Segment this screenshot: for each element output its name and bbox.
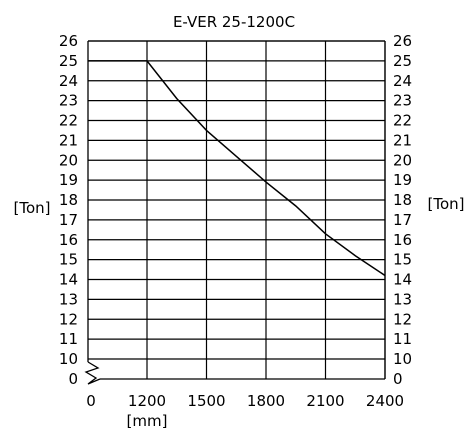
y-tick-label-left: 17 (59, 211, 78, 229)
x-tick-label: 1200 (128, 392, 166, 410)
y-tick-label-right: 19 (393, 171, 412, 189)
y-axis-label-left: [Ton] (13, 199, 50, 217)
y-tick-label-left: 13 (59, 290, 78, 308)
x-tick-label: 2400 (366, 392, 404, 410)
y-tick-label-right: 23 (393, 92, 412, 110)
x-axis-label: [mm] (127, 412, 168, 430)
x-tick-label: 1500 (187, 392, 225, 410)
x-tick-labels: 0 1200 1500 1800 2100 2400 (86, 392, 404, 410)
y-tick-label-right: 22 (393, 112, 412, 130)
x-tick-label: 0 (86, 392, 96, 410)
y-tick-label-left: 21 (59, 131, 78, 149)
y-tick-label-left: 16 (59, 231, 78, 249)
y-tick-label-right: 17 (393, 211, 412, 229)
y-tick-label-right: 21 (393, 131, 412, 149)
y-tick-label-left: 25 (59, 52, 78, 70)
y-tick-label-right: 25 (393, 52, 412, 70)
x-tick-label: 2100 (306, 392, 344, 410)
y-tick-label-left: 23 (59, 92, 78, 110)
y-tick-label-left: 10 (59, 350, 78, 368)
axes (87, 40, 386, 380)
y-tick-label-left: 11 (59, 330, 78, 348)
y-tick-label-left: 20 (59, 151, 78, 169)
y-tick-label-right: 15 (393, 251, 412, 269)
y-tick-label-left: 15 (59, 251, 78, 269)
y-tick-label-left: 12 (59, 310, 78, 328)
y-tick-label-right: 26 (393, 32, 412, 50)
grid (88, 40, 386, 379)
series (88, 60, 386, 277)
y-tick-label-left: 19 (59, 171, 78, 189)
x-tick-label: 1800 (247, 392, 285, 410)
y-tick-label-left: 18 (59, 191, 78, 209)
y-tick-label-left: 0 (68, 370, 78, 388)
y-tick-label-right: 0 (393, 370, 403, 388)
y-tick-label-right: 18 (393, 191, 412, 209)
y-tick-label-right: 16 (393, 231, 412, 249)
y-tick-label-right: 11 (393, 330, 412, 348)
y-tick-label-right: 24 (393, 72, 412, 90)
y-tick-label-right: 20 (393, 151, 412, 169)
y-tick-label-right: 10 (393, 350, 412, 368)
y-tick-label-left: 26 (59, 32, 78, 50)
y-tick-label-left: 24 (59, 72, 78, 90)
y-tick-label-left: 22 (59, 112, 78, 130)
y-tick-label-right: 12 (393, 310, 412, 328)
chart-title: E-VER 25-1200C (173, 13, 295, 31)
y-tick-label-left: 14 (59, 271, 78, 289)
y-tick-label-right: 14 (393, 271, 412, 289)
y-axis-label-right: [Ton] (427, 195, 464, 213)
series-line (88, 60, 386, 277)
y-tick-label-right: 13 (393, 290, 412, 308)
axis-break-icon (84, 361, 101, 385)
